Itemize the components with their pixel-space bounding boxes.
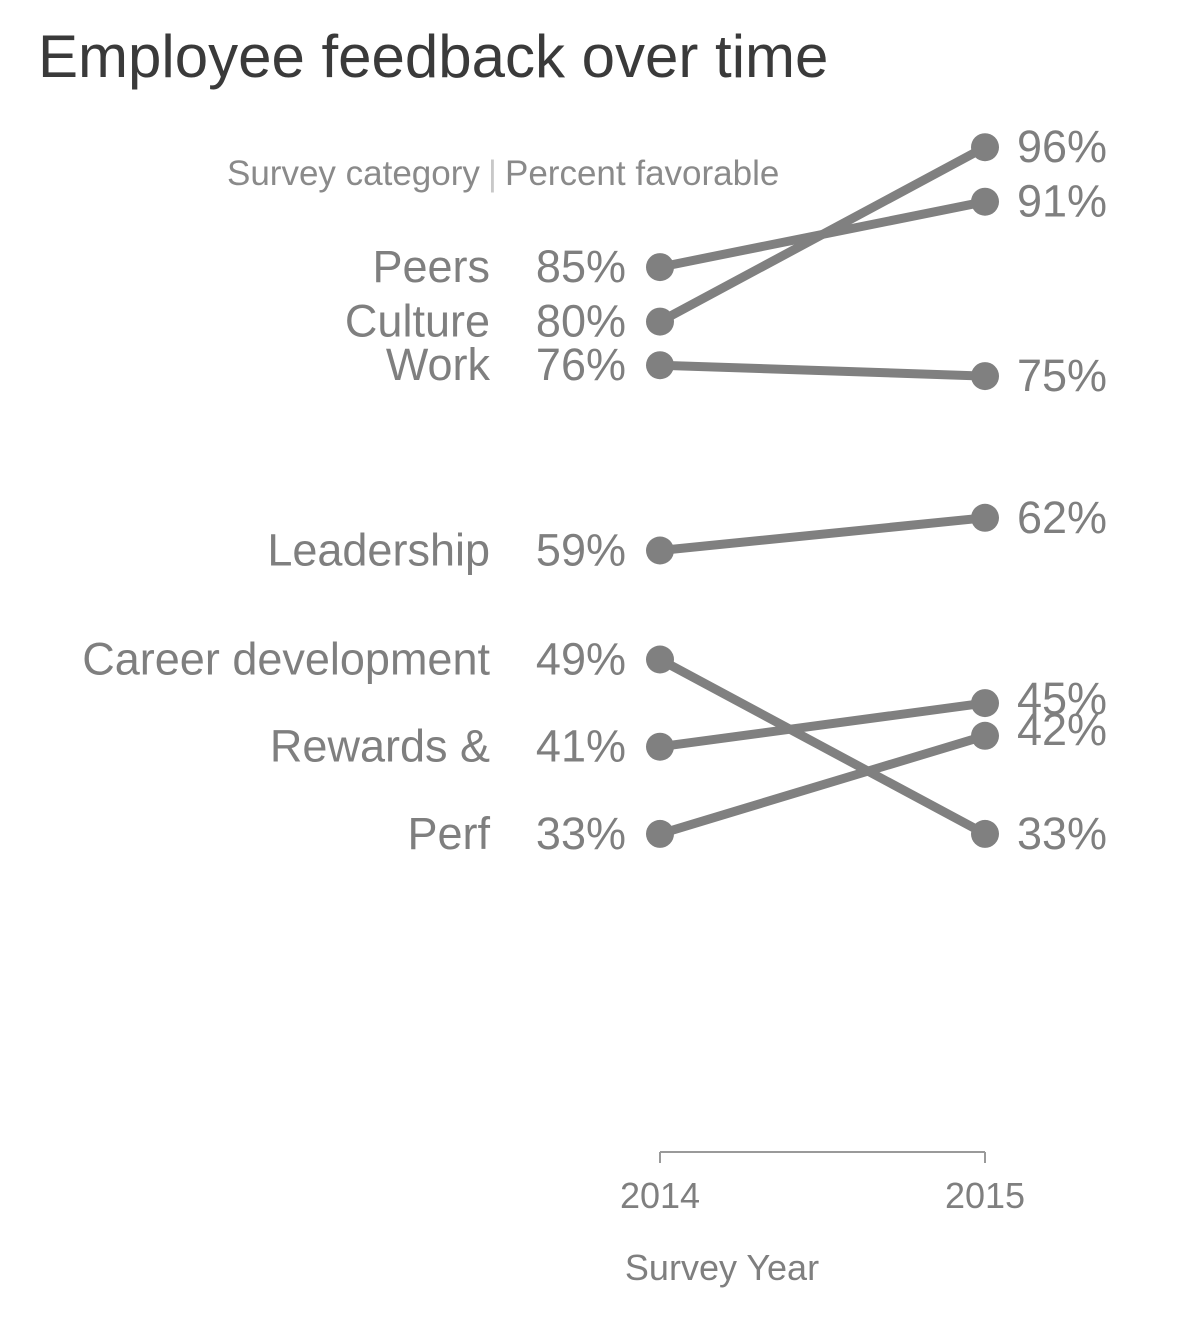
series-line-career-development — [655, 655, 990, 839]
category-label-culture: Culture — [345, 296, 490, 347]
value-label-2014-perf: 33% — [536, 808, 626, 859]
category-label-peers: Peers — [372, 241, 490, 292]
subtitle-percent: Percent favorable — [505, 154, 780, 193]
x-tick-label-2015: 2015 — [945, 1175, 1025, 1216]
value-label-2014-peers: 85% — [536, 241, 626, 292]
point-2015-career-development — [971, 819, 999, 848]
value-label-2015-career-development: 33% — [1017, 808, 1107, 859]
point-2014-rewards — [646, 732, 674, 761]
series-line-perf — [655, 731, 990, 839]
point-2014-peers — [646, 253, 674, 282]
point-2015-rewards — [971, 689, 999, 718]
point-2015-work — [971, 362, 999, 391]
value-label-2014-rewards: 41% — [536, 721, 626, 772]
value-label-2014-career-development: 49% — [536, 634, 626, 685]
value-label-2015-culture: 96% — [1017, 121, 1107, 172]
point-2014-work — [646, 351, 674, 380]
value-label-2015-work: 75% — [1017, 350, 1107, 401]
chart-title: Employee feedback over time — [38, 23, 829, 90]
point-2014-leadership — [646, 536, 674, 565]
value-label-2015-peers: 91% — [1017, 176, 1107, 227]
series-line-leadership — [655, 513, 990, 555]
subtitle-separator: | — [487, 154, 497, 193]
point-2015-leadership — [971, 503, 999, 532]
category-label-career-development: Career development — [82, 634, 490, 685]
x-tick-label-2014: 2014 — [620, 1175, 700, 1216]
category-label-perf: Perf — [407, 808, 490, 859]
series-line-rewards — [655, 698, 990, 752]
chart-subtitle: Survey category | Percent favorable — [227, 154, 779, 194]
point-2014-career-development — [646, 645, 674, 674]
category-label-rewards: Rewards & — [270, 721, 490, 772]
point-2015-culture — [971, 133, 999, 162]
value-label-2015-perf: 42% — [1017, 704, 1107, 755]
value-label-2015-leadership: 62% — [1017, 492, 1107, 543]
category-label-work: Work — [386, 339, 491, 390]
point-2015-perf — [971, 721, 999, 750]
value-label-2014-work: 76% — [536, 339, 626, 390]
point-2014-perf — [646, 819, 674, 848]
category-label-leadership: Leadership — [267, 525, 490, 576]
point-2015-peers — [971, 187, 999, 216]
subtitle-category: Survey category — [227, 154, 480, 193]
value-label-2014-leadership: 59% — [536, 525, 626, 576]
series-line-culture — [655, 142, 990, 327]
value-label-2014-culture: 80% — [536, 296, 626, 347]
x-axis-label: Survey Year — [625, 1247, 819, 1288]
series-line-work — [655, 360, 990, 381]
point-2014-culture — [646, 307, 674, 336]
value-label-2015-rewards: 45% — [1017, 673, 1107, 724]
